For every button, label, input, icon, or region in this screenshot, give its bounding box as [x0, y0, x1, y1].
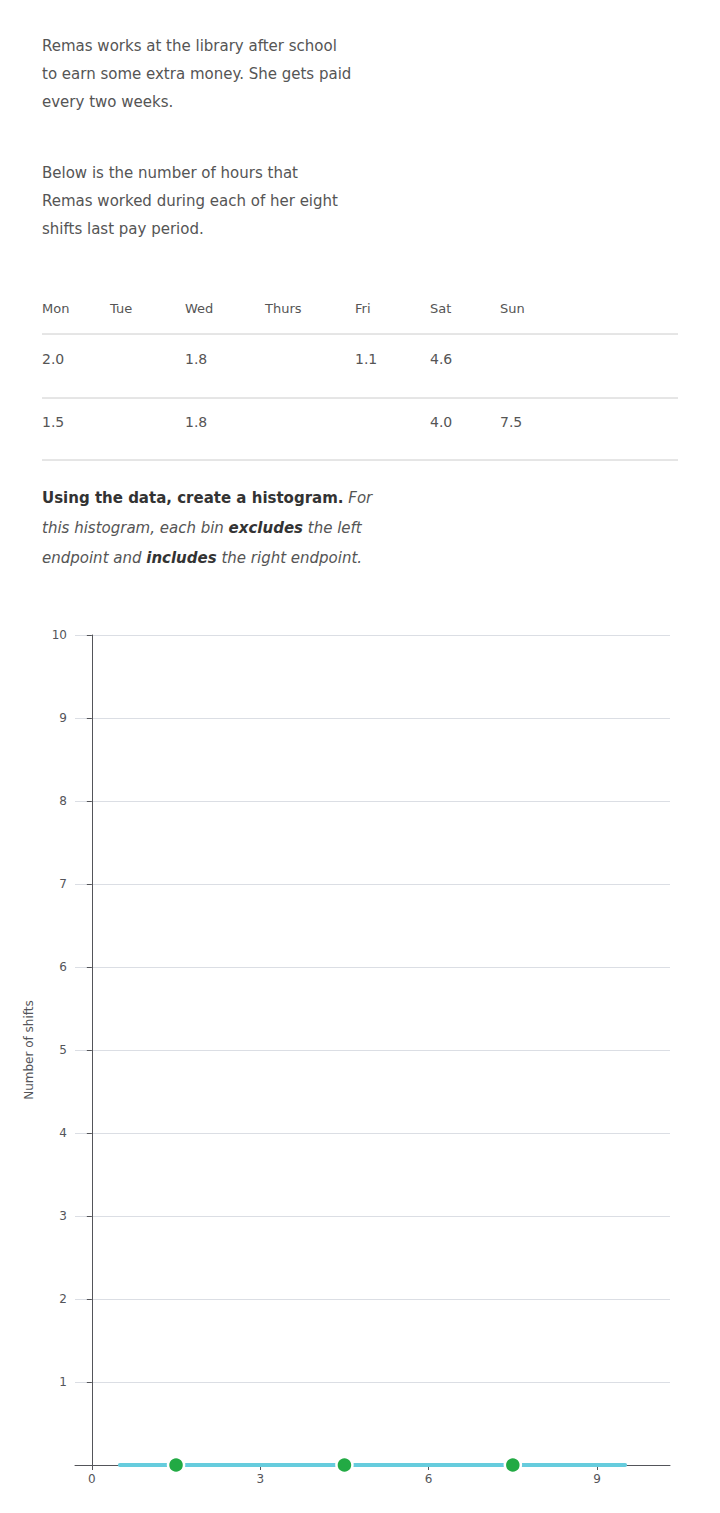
svg-text:1.8: 1.8	[185, 414, 207, 430]
svg-text:4.6: 4.6	[430, 351, 452, 367]
svg-text:Thurs: Thurs	[264, 301, 302, 316]
svg-text:shifts last pay period.: shifts last pay period.	[42, 220, 204, 238]
svg-text:every two weeks.: every two weeks.	[42, 93, 173, 111]
svg-text:5: 5	[59, 1043, 67, 1057]
svg-text:0: 0	[88, 1472, 96, 1486]
svg-text:3: 3	[59, 1209, 67, 1223]
svg-text:4: 4	[59, 1126, 67, 1140]
svg-text:Remas worked during each of he: Remas worked during each of her eight	[42, 192, 338, 210]
svg-text:1.1: 1.1	[355, 351, 377, 367]
svg-text:1: 1	[59, 1375, 67, 1389]
svg-text:Using the data, create a histo: Using the data, create a histogram.	[42, 489, 344, 507]
svg-text:3: 3	[256, 1472, 264, 1486]
svg-text:2: 2	[59, 1292, 67, 1306]
svg-text:Number of shifts: Number of shifts	[22, 1000, 36, 1100]
svg-text:to earn some extra money. She: to earn some extra money. She gets paid	[42, 65, 351, 83]
svg-text:6: 6	[59, 960, 67, 974]
svg-text:Sat: Sat	[430, 301, 451, 316]
svg-text:7.5: 7.5	[500, 414, 522, 430]
svg-text:4.0: 4.0	[430, 414, 452, 430]
svg-text:2.0: 2.0	[42, 351, 64, 367]
svg-text:8: 8	[59, 794, 67, 808]
svg-text:Remas works at the library aft: Remas works at the library after school	[42, 37, 337, 55]
svg-text:Sun: Sun	[500, 301, 525, 316]
svg-text:Below is the number of hours t: Below is the number of hours that	[42, 164, 298, 182]
svg-text:the left: the left	[303, 519, 363, 537]
svg-text:For: For	[344, 489, 374, 507]
svg-text:excludes: excludes	[229, 519, 303, 537]
svg-text:9: 9	[593, 1472, 601, 1486]
svg-text:Fri: Fri	[355, 301, 371, 316]
svg-text:Wed: Wed	[185, 301, 213, 316]
svg-text:6: 6	[425, 1472, 433, 1486]
svg-text:this histogram, each bin: this histogram, each bin	[42, 519, 229, 537]
svg-text:10: 10	[52, 628, 67, 642]
svg-text:Mon: Mon	[42, 301, 69, 316]
svg-text:7: 7	[59, 877, 67, 891]
svg-text:includes: includes	[146, 549, 216, 567]
svg-text:the right endpoint.: the right endpoint.	[217, 549, 362, 567]
svg-text:9: 9	[59, 711, 67, 725]
svg-text:1.5: 1.5	[42, 414, 64, 430]
svg-text:endpoint and: endpoint and	[42, 549, 146, 567]
svg-text:1.8: 1.8	[185, 351, 207, 367]
svg-text:Tue: Tue	[109, 301, 132, 316]
